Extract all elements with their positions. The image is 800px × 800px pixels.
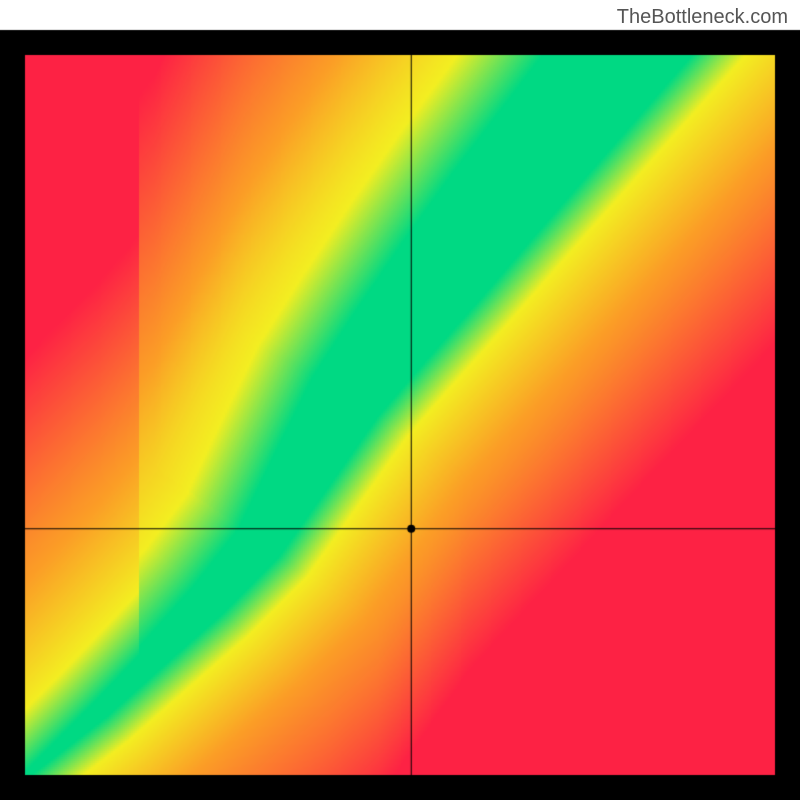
heatmap-canvas bbox=[0, 0, 800, 800]
watermark-text: TheBottleneck.com bbox=[617, 6, 788, 29]
